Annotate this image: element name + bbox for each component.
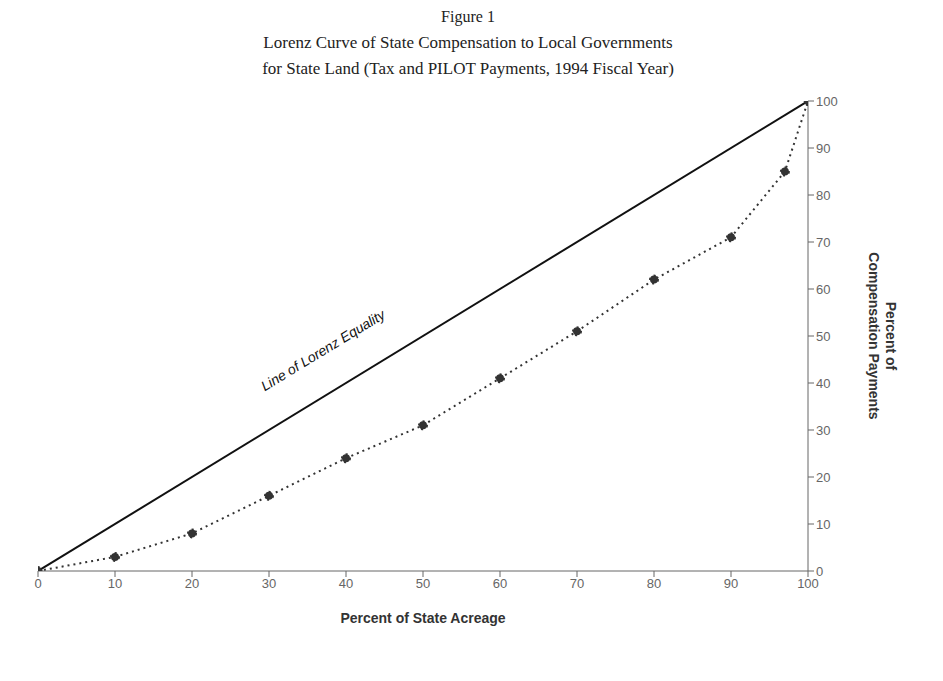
svg-text:70: 70 — [570, 576, 584, 591]
svg-text:80: 80 — [816, 188, 830, 203]
svg-text:100: 100 — [797, 576, 819, 592]
svg-text:100: 100 — [816, 94, 838, 109]
svg-text:Percent of State Acreage: Percent of State Acreage — [340, 610, 505, 626]
svg-text:0: 0 — [34, 576, 41, 591]
html-text:Lorenz Curve of State Compensa: Lorenz Curve of State Compensation to Lo… — [263, 33, 673, 52]
svg-text:90: 90 — [816, 141, 830, 156]
svg-text:50: 50 — [816, 329, 830, 344]
svg-text:50: 50 — [416, 576, 430, 591]
svg-text:80: 80 — [647, 576, 661, 591]
svg-text:30: 30 — [816, 423, 830, 438]
svg-text:70: 70 — [816, 235, 830, 250]
svg-text:60: 60 — [816, 282, 830, 297]
svg-text:Line of Lorenz Equality: Line of Lorenz Equality — [258, 306, 389, 394]
svg-text:10: 10 — [816, 517, 830, 532]
html-text:for State Land (Tax and PILOT: for State Land (Tax and PILOT Payments, … — [262, 58, 674, 78]
svg-text:20: 20 — [185, 576, 199, 591]
svg-text:20: 20 — [816, 470, 830, 485]
svg-text:Percent ofCompensation Payment: Percent ofCompensation Payments — [866, 252, 899, 419]
svg-text:10: 10 — [108, 576, 122, 591]
svg-text:40: 40 — [816, 376, 830, 391]
svg-text:60: 60 — [493, 576, 507, 591]
html-text:Figure 1: Figure 1 — [441, 8, 495, 25]
svg-text:30: 30 — [262, 576, 276, 591]
svg-text:0: 0 — [816, 564, 823, 579]
svg-text:40: 40 — [339, 576, 353, 591]
svg-text:90: 90 — [724, 576, 738, 591]
